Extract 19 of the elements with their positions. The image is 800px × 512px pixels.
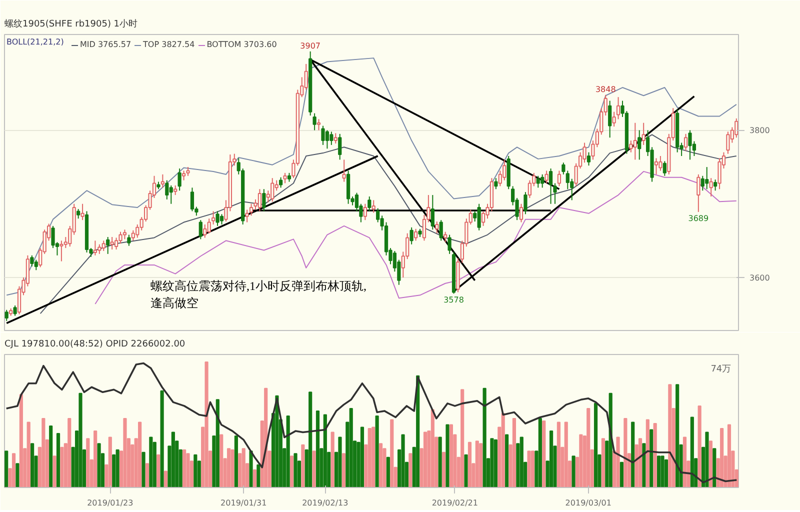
y-tick-label: 3600	[750, 273, 770, 282]
x-tick-label: 2019/03/01	[565, 498, 612, 508]
legend-label: MID 3765.57	[80, 40, 132, 49]
text: 3848	[595, 84, 616, 94]
legend-label: TOP 3827.54	[143, 40, 195, 49]
legend-title: BOLL(21,21,2)	[6, 38, 64, 46]
y-tick-label: 3800	[750, 126, 770, 136]
x-tick-label: 2019/02/21	[432, 498, 478, 508]
text: 3907	[300, 41, 321, 50]
annotation: 74万	[710, 364, 732, 375]
chart-title: 螺纹1905(SHFE rb1905) 1小时	[4, 18, 138, 30]
text: 3689	[688, 214, 709, 223]
annotation: 螺纹高位震荡对待,1小时反弹到布林顶轨,逢高做空	[150, 278, 366, 310]
legend-label: BOTTOM 3703.60	[206, 40, 277, 49]
x-tick-label: 2019/01/31	[220, 498, 267, 508]
text: 3578	[444, 296, 464, 305]
chart-title: CJL 197810.00(48:52) OPID 2266002.00	[4, 340, 186, 350]
x-tick-label: 2019/02/13	[302, 498, 348, 508]
x-tick-label: 2019/01/23	[87, 498, 134, 508]
